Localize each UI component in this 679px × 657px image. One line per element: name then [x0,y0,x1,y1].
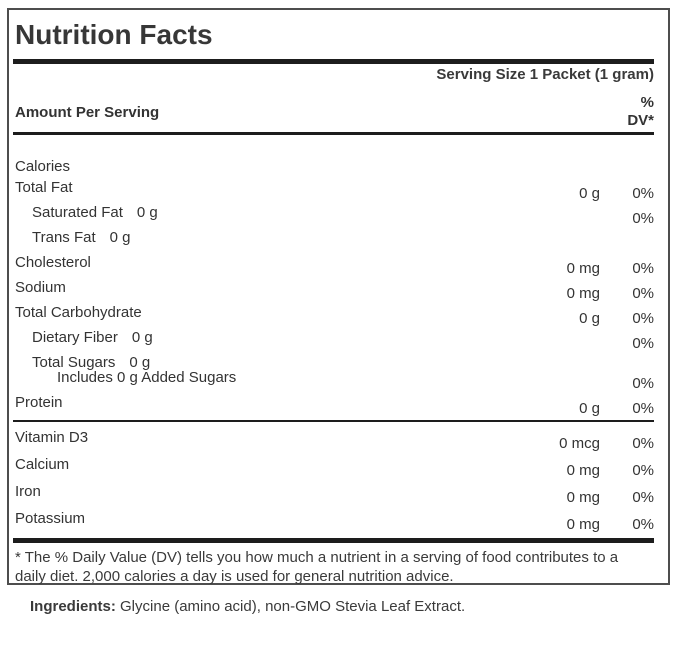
nutrient-name: Trans Fat 0 g [32,229,131,246]
nutrient-name: Includes 0 g Added Sugars [57,369,237,386]
rule-above-vitamins [13,420,654,422]
nutrient-row: Sodium 0 mg 0% [13,280,654,305]
nutrient-row: Calcium 0 mg 0% [13,457,654,484]
ingredients-line: Ingredients: Glycine (amino acid), non-G… [30,598,465,616]
nutrient-amount: 0 mg [566,462,600,479]
nutrient-name: Calcium [15,456,70,473]
nutrient-amount: 0 mg [566,260,600,277]
nutrient-amount: 0 mg [566,516,600,533]
nutrient-name: Total Carbohydrate [15,304,142,321]
nutrition-facts-panel: Nutrition Facts Serving Size 1 Packet (1… [7,8,670,585]
nutrient-name: Dietary Fiber 0 g [32,329,153,346]
nutrient-row: Iron 0 mg 0% [13,484,654,511]
nutrient-daily-value: 0% [632,489,654,506]
daily-value-header-line1: % [640,94,654,111]
nutrient-name: Total Fat [15,179,73,196]
nutrient-name: Potassium [15,510,86,527]
nutrient-name: Total Sugars 0 g [32,354,151,371]
nutrient-daily-value: 0% [632,516,654,533]
daily-value-footnote: * The % Daily Value (DV) tells you how m… [15,549,619,585]
nutrient-amount: 0 g [579,400,600,417]
nutrient-daily-value: 0% [632,285,654,302]
nutrient-amount: 0 mcg [559,435,600,452]
nutrient-daily-value: 0% [632,260,654,277]
nutrient-name: Protein [15,394,63,411]
daily-value-header: % DV* [627,94,654,130]
nutrient-inline-amount: 0 g [129,354,151,371]
nutrient-row: Potassium 0 mg 0% [13,511,654,538]
daily-value-header-line2: DV* [627,112,654,129]
nutrient-name: Calories [15,158,71,175]
panel-title: Nutrition Facts [15,19,213,50]
nutrient-name: Cholesterol [15,254,91,271]
nutrient-row: Protein 0 g 0% [13,395,654,420]
nutrient-row: Vitamin D3 0 mcg 0% [13,430,654,457]
nutrient-rows: Calories Total Fat 0 g 0% Saturated Fat 0 g 0%… [13,135,654,420]
rule-under-header [13,132,654,135]
nutrient-daily-value: 0% [632,462,654,479]
vitamin-rows: Vitamin D3 0 mcg 0% Calcium 0 mg 0% Iron 0 mg 0%… [13,422,654,538]
nutrient-daily-value: 0% [632,375,654,392]
nutrient-amount: 0 mg [566,489,600,506]
nutrient-daily-value: 0% [632,185,654,202]
nutrient-daily-value: 0% [632,310,654,327]
serving-size-text: Serving Size 1 Packet (1 gram) [436,66,654,83]
rule-under-title [13,59,654,64]
nutrient-row: Includes 0 g Added Sugars 0% [13,370,654,395]
nutrient-name: Vitamin D3 [15,429,89,446]
nutrient-row: Total Fat 0 g 0% [13,180,654,205]
nutrient-row: Calories [13,159,654,180]
nutrient-name: Iron [15,483,41,500]
nutrient-row: Total Sugars 0 g [13,355,654,370]
nutrient-daily-value: 0% [632,210,654,227]
nutrient-inline-amount: 0 g [131,329,153,346]
nutrient-name: Sodium [15,279,66,296]
amount-per-serving-label: Amount Per Serving [15,103,160,121]
nutrient-name: Saturated Fat 0 g [32,204,158,221]
nutrient-amount: 0 g [579,310,600,327]
nutrient-inline-amount: 0 g [136,204,158,221]
nutrient-row: Cholesterol 0 mg 0% [13,255,654,280]
ingredients-text: Glycine (amino acid), non-GMO Stevia Lea… [120,598,466,615]
rule-above-footnote [13,538,654,543]
nutrient-row: Trans Fat 0 g [13,230,654,255]
nutrient-amount: 0 g [579,185,600,202]
nutrient-row: Dietary Fiber 0 g 0% [13,330,654,355]
nutrient-amount: 0 mg [566,285,600,302]
nutrient-daily-value: 0% [632,400,654,417]
nutrient-inline-amount: 0 g [109,229,131,246]
nutrient-daily-value: 0% [632,335,654,352]
ingredients-label: Ingredients: [30,598,116,615]
nutrient-daily-value: 0% [632,435,654,452]
amount-per-serving-header: Amount Per Serving % DV* [13,94,654,130]
nutrient-row: Total Carbohydrate 0 g 0% [13,305,654,330]
nutrient-row: Saturated Fat 0 g 0% [13,205,654,230]
